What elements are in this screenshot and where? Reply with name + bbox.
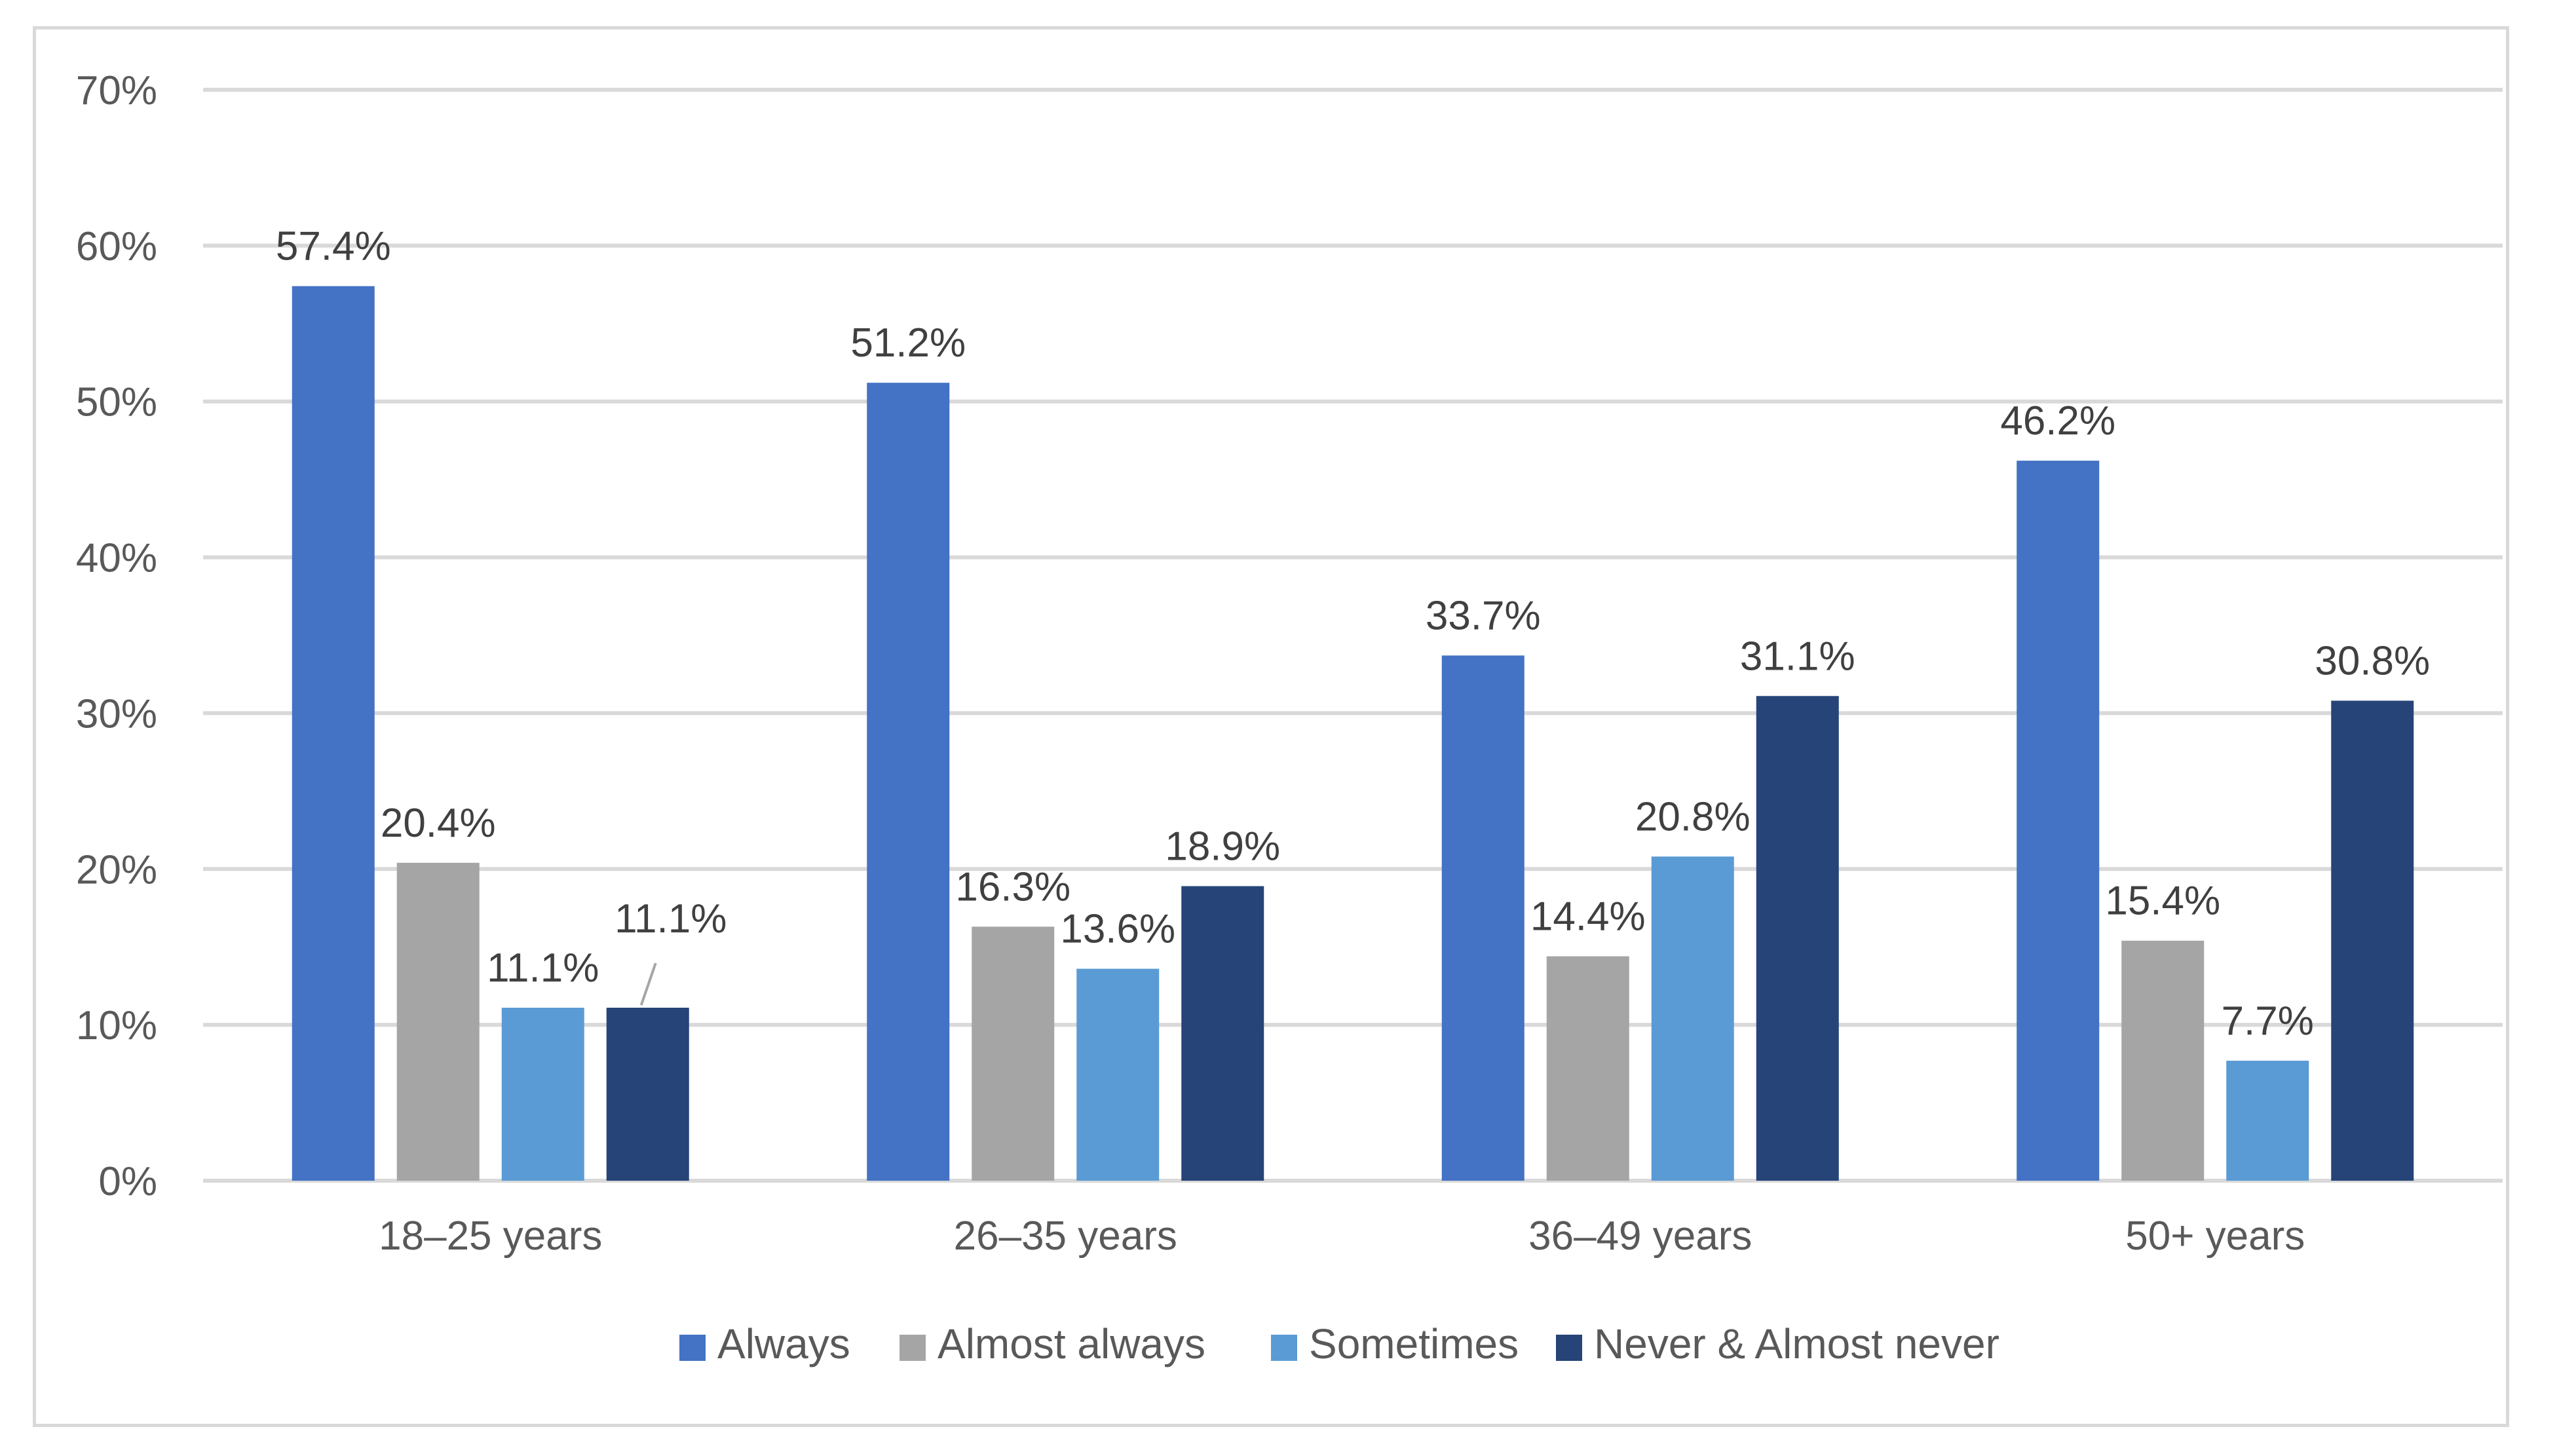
- data-label-never-almost-never-36-49-years: 31.1%: [1740, 634, 1855, 679]
- bars-layer: [292, 286, 2414, 1181]
- bar-sometimes-50-years: [2226, 1060, 2309, 1181]
- legend-label: Almost always: [938, 1320, 1205, 1367]
- legend-item-sometimes: Sometimes: [1271, 1320, 1519, 1367]
- bar-chart: 57.4% 20.4% 11.1% 11.1% 51.2% 16.3%13.6% 18.9%…: [76, 68, 2503, 1367]
- data-label-never-almost-never-26-35-years: 18.9%: [1165, 824, 1280, 869]
- y-tick-label: 60%: [76, 224, 157, 269]
- bar-sometimes-18-25-years: [501, 1007, 584, 1181]
- data-label-always-26-35-years: 51.2%: [850, 320, 966, 366]
- data-labels-layer: 57.4% 20.4% 11.1% 11.1% 51.2% 16.3%13.6% 18.9%…: [276, 224, 2430, 1044]
- data-label-sometimes-36-49-years: 20.8%: [1635, 794, 1751, 839]
- data-label-almost-always-50-years: 15.4%: [2105, 879, 2220, 924]
- y-tick-label: 70%: [76, 68, 157, 113]
- legend-swatch: [679, 1335, 706, 1361]
- bar-always-26-35-years: [867, 383, 950, 1181]
- data-label-sometimes-18-25-years: 11.1%: [487, 945, 599, 991]
- bar-never-almost-never-50-years: [2331, 700, 2414, 1181]
- bar-never-almost-never-26-35-years: [1181, 886, 1264, 1181]
- x-category-label: 26–35 years: [954, 1213, 1177, 1259]
- legend-label: Always: [717, 1320, 850, 1367]
- legend-swatch: [900, 1335, 926, 1361]
- data-label-never-almost-never-18-25-years: 11.1%: [615, 896, 727, 942]
- data-label-always-50-years: 46.2%: [2000, 398, 2115, 444]
- chart-frame: 57.4% 20.4% 11.1% 11.1% 51.2% 16.3% 13.6% 18.9%…: [33, 26, 2509, 1427]
- y-tick-label: 40%: [76, 536, 157, 581]
- y-tick-label: 10%: [76, 1003, 157, 1048]
- bar-never-almost-never-18-25-years: [606, 1007, 689, 1181]
- legend-item-never-almost-never: Never & Almost never: [1556, 1320, 1999, 1367]
- data-label-leader: [639, 963, 657, 1006]
- legend: Always Almost always Sometimes Never & Almo…: [679, 1320, 1999, 1367]
- x-category-label: 50+ years: [2125, 1213, 2305, 1259]
- data-label-never-almost-never-50-years: 30.8%: [2315, 638, 2430, 683]
- y-tick-label: 20%: [76, 847, 157, 892]
- bar-sometimes-36-49-years: [1651, 856, 1734, 1181]
- x-category-label: 36–49 years: [1528, 1213, 1752, 1259]
- data-label-almost-always-36-49-years: 14.4%: [1530, 894, 1646, 939]
- data-label-always-18-25-years: 57.4%: [276, 224, 391, 269]
- bar-almost-always-18-25-years: [396, 862, 480, 1181]
- bar-never-almost-never-36-49-years: [1756, 696, 1839, 1181]
- data-label-almost-always-18-25-years: 20.4%: [381, 801, 496, 846]
- bar-always-18-25-years: [292, 286, 375, 1181]
- legend-item-always: Always: [679, 1320, 850, 1367]
- data-label-sometimes-50-years: 7.7%: [2222, 999, 2314, 1044]
- y-tick-label: 0%: [98, 1159, 157, 1204]
- legend-item-almost-always: Almost always: [900, 1320, 1205, 1367]
- bar-always-36-49-years: [1441, 655, 1525, 1181]
- legend-label: Sometimes: [1309, 1320, 1519, 1367]
- data-label-sometimes-26-35-years: 13.6%: [1060, 907, 1175, 952]
- legend-swatch: [1271, 1335, 1297, 1361]
- bar-almost-always-26-35-years: [972, 926, 1055, 1181]
- bar-always-50-years: [2017, 461, 2100, 1181]
- axis-layer: 0% 10% 20% 30% 40% 50% 60% 70% 18–25 years 26–35 …: [76, 68, 2305, 1259]
- legend-label: Never & Almost never: [1594, 1320, 1999, 1367]
- y-tick-label: 30%: [76, 691, 157, 736]
- bar-sometimes-26-35-years: [1076, 968, 1160, 1181]
- data-label-always-36-49-years: 33.7%: [1426, 593, 1541, 638]
- y-tick-label: 50%: [76, 380, 157, 425]
- legend-swatch: [1556, 1335, 1582, 1361]
- grid-layer: [203, 88, 2503, 1183]
- x-category-label: 18–25 years: [379, 1213, 602, 1259]
- bar-almost-always-36-49-years: [1546, 956, 1629, 1181]
- data-label-almost-always-26-35-years: 16.3%: [955, 864, 1070, 909]
- bar-almost-always-50-years: [2121, 940, 2205, 1181]
